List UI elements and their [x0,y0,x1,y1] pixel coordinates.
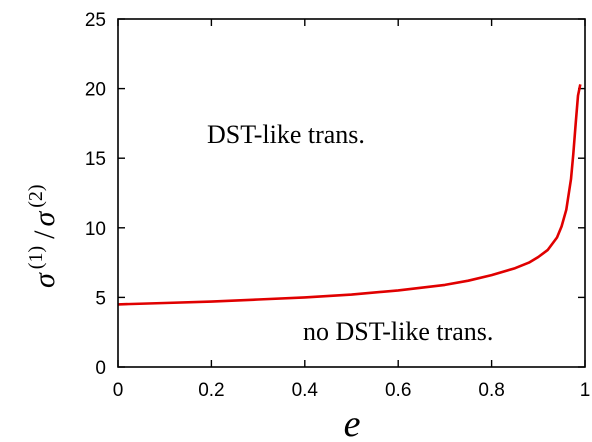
y-tick-label: 15 [85,149,106,170]
x-tick-label: 0 [113,380,124,401]
x-axis-title: e [344,403,361,442]
series-line [117,84,582,306]
plot-frame [117,18,586,368]
y-axis-title-slash: / [28,230,61,239]
x-tick-label: 0.4 [292,380,319,401]
y-axis-title-sup2: (2) [25,184,47,207]
y-axis-title-sup1: (1) [25,246,47,269]
y-tick-label: 25 [85,10,106,31]
series-layer [117,84,582,306]
annotation-no-dst-like: no DST-like trans. [303,317,493,346]
y-tick-label: 0 [95,358,106,379]
x-tick-label: 1 [580,380,591,401]
y-axis-title: σ (1) / σ (2) [25,184,61,288]
y-tick-label: 5 [95,288,106,309]
x-tick-label: 0.8 [478,380,504,401]
x-tick-label: 0.6 [385,380,411,401]
y-axis-title-sigma2: σ [28,211,61,227]
y-axis-title-sigma1: σ [28,272,61,288]
annotation-dst-like: DST-like trans. [207,120,365,149]
y-tick-label: 20 [85,80,106,101]
x-tick-label: 0.2 [198,380,224,401]
y-tick-label: 10 [85,219,106,240]
